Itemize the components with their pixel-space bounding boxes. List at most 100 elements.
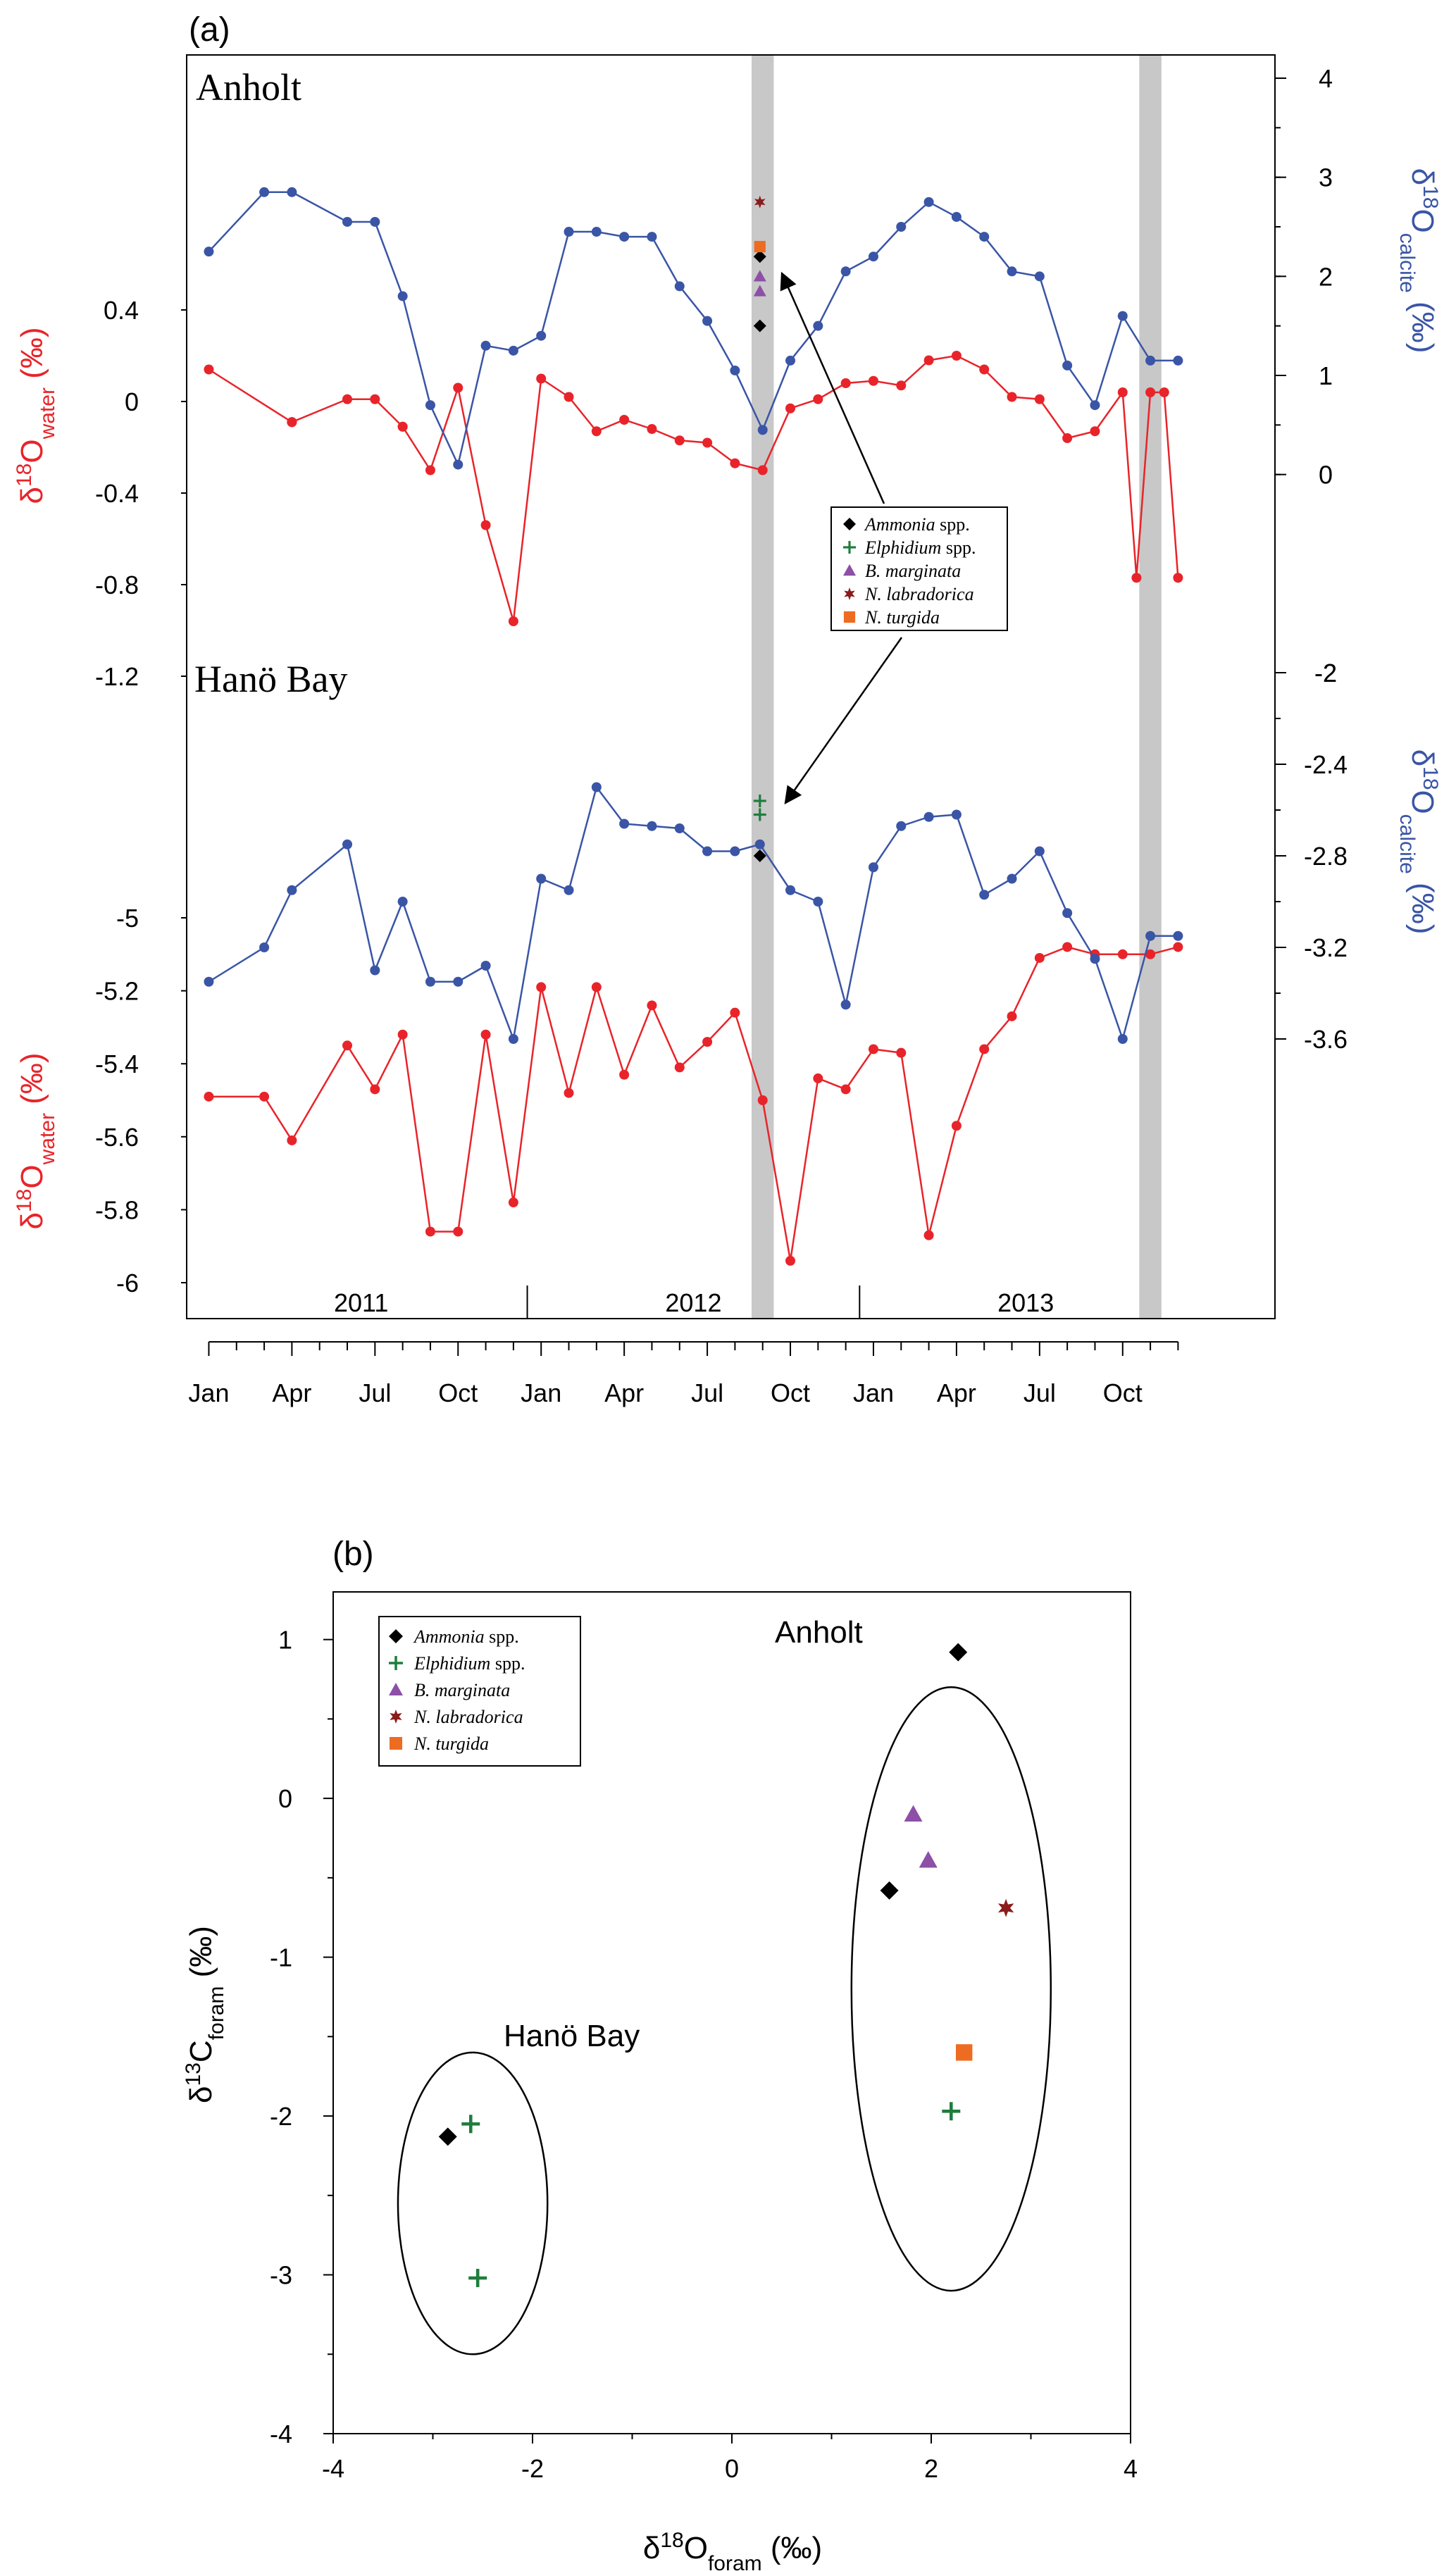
scatter-point-ammonia [438,2127,457,2146]
scatter-point-elphidium [461,2115,480,2134]
month-tick-label: Apr [937,1378,976,1407]
calcite-point [840,266,851,277]
water-point [1145,949,1156,959]
water-point [785,403,796,413]
calcite-point [1062,908,1073,919]
water-point [840,378,851,388]
plot-frame-a [186,54,1276,1319]
legend-marker [843,564,856,576]
water-point [591,982,602,992]
panel-label-a: (a) [189,11,230,49]
water-point [1007,392,1017,402]
water-point [868,1044,878,1054]
water-point [508,616,518,626]
legend-marker [843,611,856,623]
calcite-point [591,782,602,792]
legend-entry: N. turgida [864,607,940,628]
calcite-point [702,846,713,857]
water-point [204,364,214,375]
water-point [840,1084,851,1095]
calcite-point [757,425,768,435]
calcite-point [564,885,574,895]
left-tick-label: -0.8 [95,571,139,599]
month-tick-label: Oct [438,1378,478,1407]
x-tick-label-b: 2 [924,2454,938,2483]
water-point [674,1062,685,1073]
water-point [480,1029,491,1040]
foram-point-b-marginata [753,285,766,297]
scatter-point-elphidium [942,2102,961,2121]
month-tick-label: Apr [604,1378,644,1407]
water-point [591,426,602,437]
legend-entry: Elphidium spp. [864,537,976,558]
month-tick-label: Jul [1023,1378,1056,1407]
left-tick-label: 0 [125,387,139,416]
calcite-point [896,222,907,232]
water-point [370,1084,380,1095]
calcite-point [370,216,380,227]
water-point [619,415,630,425]
calcite-point [896,821,907,831]
legend-marker [843,541,856,554]
calcite-point [425,976,435,987]
month-tick-label: Apr [272,1378,311,1407]
calcite-point [951,809,962,820]
group-ellipse-anholt [850,1686,1052,2292]
water-point [1117,949,1128,959]
legend-entry: B. marginata [865,561,961,581]
water-point [1090,426,1100,437]
calcite-point [1034,846,1045,857]
water-point [647,424,657,434]
calcite-line-han-bay [208,785,1178,1042]
water-point [425,465,435,475]
year-label: 2011 [334,1288,388,1317]
foram-point-ammonia [753,849,766,862]
calcite-point [619,232,630,242]
calcite-point [1062,360,1073,371]
calcite-point [647,821,657,831]
water-point [1034,394,1045,404]
water-point [480,520,491,530]
water-point [1062,433,1073,443]
water-point [757,1095,768,1105]
water-point [1117,387,1128,397]
left-tick-label: -6 [116,1269,139,1297]
calcite-point [702,316,713,326]
foram-point-n-labradorica [754,195,766,208]
legend-marker-b [390,1710,402,1724]
group-ellipse-han-bay [397,2051,549,2355]
calcite-point [259,187,270,197]
water-point [785,1255,796,1266]
calcite-point [480,340,491,351]
left-tick-label: -0.4 [95,479,139,508]
calcite-point [536,873,547,884]
water-point [204,1091,214,1102]
left-axis-label-anholt: δ18Owater (‰) [13,328,59,504]
legend-entry: N. labradorica [864,584,974,604]
calcite-point [674,823,685,833]
water-point [730,1007,740,1018]
month-tick-label: Jan [853,1378,894,1407]
calcite-point [813,897,823,907]
calcite-point [564,227,574,237]
month-tick-label: Jul [691,1378,723,1407]
right-tick-label: -3.6 [1304,1025,1348,1054]
water-point [730,458,740,468]
scatter-point-n-turgida [955,2044,973,2061]
calcite-point [1145,355,1156,366]
water-line-han-bay [209,946,1178,1262]
foram-point-b-marginata [753,270,766,282]
calcite-point [785,885,796,895]
calcite-point [647,232,657,242]
calcite-point [754,839,765,849]
calcite-point [287,187,297,197]
y-tick-label-b: -2 [270,2102,292,2131]
calcite-point [204,247,214,257]
x-tick-label-b: 4 [1124,2454,1138,2483]
water-point [896,1047,907,1058]
calcite-point [259,942,270,952]
x-tick-label-b: -4 [322,2454,344,2483]
right-tick-label: -2 [1314,659,1337,687]
water-point [951,1121,962,1131]
